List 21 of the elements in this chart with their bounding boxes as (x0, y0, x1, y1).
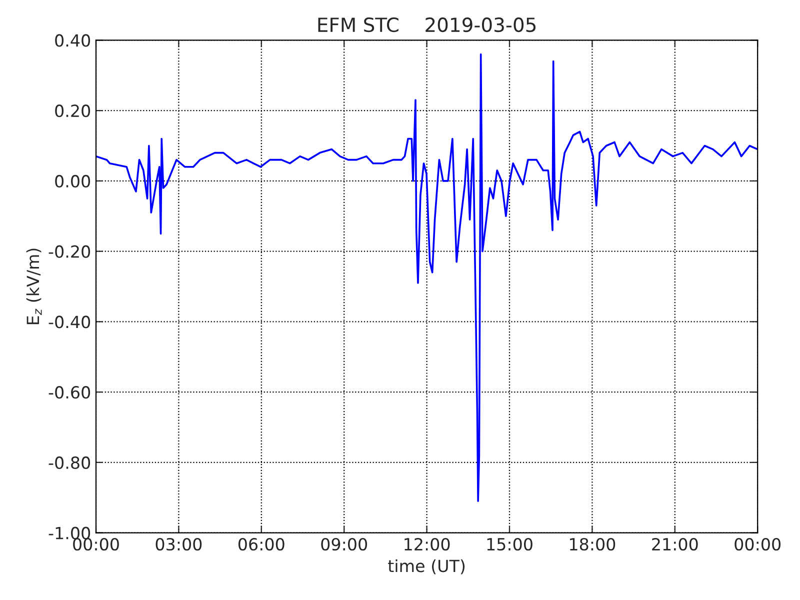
x-tick-label: 15:00 (487, 538, 532, 551)
line-series (96, 53, 758, 502)
x-tick-label: 09:00 (321, 538, 368, 551)
y-tick-label: -0.20 (48, 245, 90, 258)
x-axis-title: time (UT) (388, 559, 465, 574)
x-tick-label: 06:00 (238, 538, 284, 551)
y-tick-label: -0.60 (48, 386, 90, 399)
y-tick-label: 0.40 (55, 34, 90, 47)
y-tick-label: -1.00 (48, 526, 90, 540)
y-tick-label: -0.80 (48, 456, 90, 469)
y-tick-label: 0.20 (55, 104, 90, 118)
y-axis-title: E$_{z}$ (kV/m) (26, 248, 42, 324)
x-tick-label: 21:00 (652, 538, 698, 551)
chart-title: EFM STC 2019-03-05 (318, 17, 536, 32)
x-tick-label: 00:00 (734, 538, 781, 551)
x-tick-label: 12:00 (404, 538, 450, 551)
y-tick-label: 0.00 (55, 174, 90, 188)
x-tick-label: 18:00 (570, 538, 616, 551)
y-tick-label: -0.40 (48, 316, 90, 328)
x-tick-label: 03:00 (156, 538, 202, 551)
x-tick-label: 00:00 (73, 538, 119, 551)
